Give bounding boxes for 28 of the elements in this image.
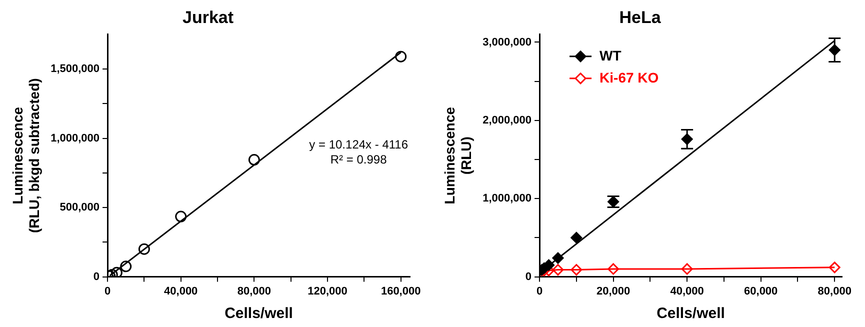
y-tick-label: 1,500,000 bbox=[50, 63, 100, 76]
x-tick-label: 80,000 bbox=[237, 285, 272, 298]
chart-title: HeLa bbox=[619, 8, 662, 27]
legend-label: WT bbox=[600, 47, 622, 64]
x-tick-label: 0 bbox=[104, 285, 111, 298]
y-tick-label: 0 bbox=[93, 270, 100, 283]
y-tick-label: 1,000,000 bbox=[50, 132, 100, 144]
y-axis-title: Luminescence (RLU) bbox=[441, 106, 474, 204]
x-tick-label: 160,000 bbox=[380, 285, 421, 298]
x-tick-label: 120,000 bbox=[308, 285, 348, 298]
y-tick-label: 500,000 bbox=[60, 202, 100, 214]
y-tick-label: 0 bbox=[525, 270, 532, 283]
x-tick-label: 40,000 bbox=[164, 285, 198, 298]
annotation: y = 10.124x - 4116 bbox=[309, 137, 408, 152]
legend-label: Ki-67 KO bbox=[600, 69, 659, 86]
x-tick-label: 80,000 bbox=[818, 285, 852, 298]
y-tick-label: 1,000,000 bbox=[482, 192, 532, 205]
x-axis-title: Cells/well bbox=[224, 305, 293, 322]
y-tick-label: 2,000,000 bbox=[482, 114, 532, 126]
x-tick-label: 20,000 bbox=[596, 285, 630, 298]
y-tick-label: 3,000,000 bbox=[482, 36, 532, 48]
x-tick-label: 0 bbox=[536, 285, 543, 298]
x-tick-label: 40,000 bbox=[670, 285, 704, 298]
annotation: R² = 0.998 bbox=[330, 152, 388, 166]
chart-title: Jurkat bbox=[182, 8, 234, 27]
x-axis-title: Cells/well bbox=[656, 305, 725, 322]
x-tick-label: 60,000 bbox=[744, 285, 778, 298]
y-axis-title: Luminescence (RLU, bkgd subtracted) bbox=[9, 78, 42, 233]
